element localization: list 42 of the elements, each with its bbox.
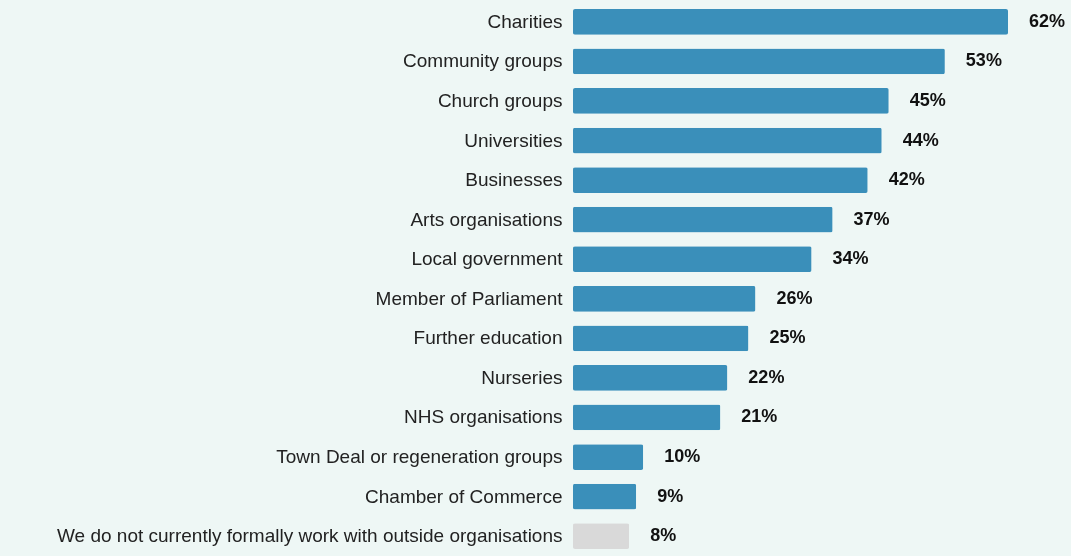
y-tick-label: NHS organisations bbox=[404, 406, 563, 428]
y-tick-label: Charities bbox=[487, 10, 563, 32]
bar bbox=[573, 9, 1008, 35]
data-label: 9% bbox=[657, 485, 684, 506]
bar bbox=[573, 167, 868, 193]
y-tick-label: Member of Parliament bbox=[375, 287, 564, 309]
data-label: 37% bbox=[853, 208, 890, 229]
bar bbox=[573, 444, 644, 470]
y-tick-label: Church groups bbox=[437, 89, 563, 111]
data-label: 45% bbox=[909, 89, 946, 110]
data-label: 8% bbox=[650, 525, 677, 546]
bar bbox=[573, 285, 756, 312]
data-label: 53% bbox=[965, 50, 1002, 71]
data-label: 21% bbox=[741, 406, 778, 427]
y-tick-label: Chamber of Commerce bbox=[365, 485, 563, 507]
bar bbox=[573, 365, 728, 391]
data-label: 42% bbox=[888, 169, 925, 190]
bar bbox=[573, 523, 630, 549]
y-tick-label: Arts organisations bbox=[410, 208, 563, 230]
data-label: 10% bbox=[664, 446, 701, 467]
y-tick-label: Local government bbox=[411, 248, 564, 270]
y-tick-label: Town Deal or regeneration groups bbox=[276, 446, 563, 468]
data-label: 26% bbox=[776, 287, 813, 308]
bar bbox=[573, 483, 637, 510]
y-tick-label: Universities bbox=[464, 129, 563, 151]
data-label: 34% bbox=[832, 248, 869, 269]
y-tick-label: Further education bbox=[413, 327, 563, 349]
bar bbox=[573, 404, 721, 431]
bar bbox=[573, 127, 882, 154]
y-tick-label: Nurseries bbox=[481, 366, 563, 388]
bar bbox=[573, 325, 749, 352]
data-label: 22% bbox=[748, 366, 785, 387]
bar bbox=[573, 88, 889, 114]
data-label: 25% bbox=[769, 327, 806, 348]
y-tick-label: Community groups bbox=[403, 50, 563, 72]
data-label: 62% bbox=[1029, 10, 1066, 31]
bar bbox=[573, 48, 945, 75]
data-label: 44% bbox=[902, 129, 939, 150]
y-tick-label: Businesses bbox=[465, 169, 563, 191]
bar bbox=[573, 246, 812, 273]
y-tick-label: We do not currently formally work with outside organisations bbox=[57, 525, 563, 547]
bar bbox=[573, 206, 833, 233]
